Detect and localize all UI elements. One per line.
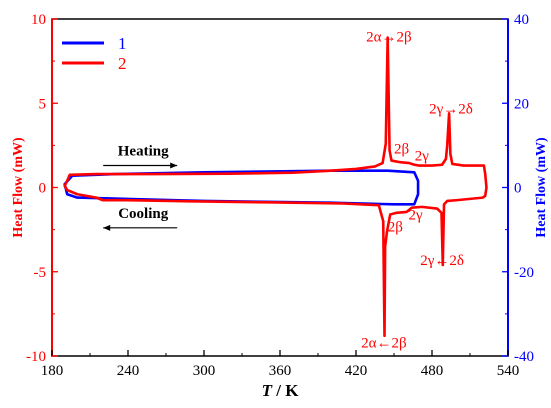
y-left-tick-label: -10 bbox=[26, 349, 46, 365]
peak-annotation: 2γ←2δ bbox=[420, 253, 464, 269]
y-right-tick-label: -20 bbox=[514, 265, 534, 281]
x-tick-label: 240 bbox=[117, 363, 140, 379]
y-left-tick-label: 10 bbox=[31, 12, 46, 28]
heating-label: Heating bbox=[118, 143, 169, 159]
x-tick-label: 540 bbox=[497, 363, 520, 379]
peak-annotation: 2γ bbox=[415, 148, 430, 164]
legend: 12 bbox=[62, 34, 127, 73]
series-2-line bbox=[63, 36, 488, 338]
y-left-tick-label: 0 bbox=[39, 181, 47, 197]
axis-layer: 180 240 300 360 420 480 540 -10 -5 0 5 10 -40 -20 0 20 4… bbox=[11, 12, 549, 400]
cooling-label: Cooling bbox=[118, 206, 169, 222]
y-right-tick-label: 40 bbox=[514, 12, 529, 28]
x-tick-label: 420 bbox=[345, 363, 368, 379]
y-left-tick-label: -5 bbox=[34, 265, 47, 281]
peak-annotation: 2β bbox=[394, 142, 409, 158]
y-left-tick-label: 5 bbox=[39, 96, 47, 112]
y-right-axis-label: Heat Flow (mW) bbox=[534, 137, 549, 238]
series-layer bbox=[63, 36, 488, 338]
y-right-tick-label: 20 bbox=[514, 96, 529, 112]
series-1-line bbox=[63, 169, 420, 206]
plot-area bbox=[52, 19, 508, 356]
annotation-layer: 2α→2β 2γ→2δ 2β 2γ 2β 2γ 2γ←2δ 2α←2β Heating Cooli… bbox=[103, 30, 473, 352]
legend-label-1: 1 bbox=[118, 34, 127, 53]
arrow-left-icon bbox=[103, 224, 111, 231]
arrow-right-icon bbox=[170, 162, 178, 169]
peak-annotation: 2γ→2δ bbox=[429, 101, 473, 117]
x-tick-label: 360 bbox=[269, 363, 292, 379]
y-right-tick-label: 0 bbox=[514, 181, 522, 197]
peak-annotation: 2γ bbox=[408, 207, 423, 223]
x-tick-label: 300 bbox=[193, 363, 216, 379]
y-right-tick-label: -40 bbox=[514, 349, 534, 365]
y-left-axis-label: Heat Flow (mW) bbox=[11, 137, 26, 238]
legend-label-2: 2 bbox=[118, 54, 127, 73]
x-tick-label: 180 bbox=[41, 363, 64, 379]
x-axis-label: T / K bbox=[262, 381, 300, 400]
peak-annotation: 2α→2β bbox=[366, 30, 412, 46]
peak-annotation: 2α←2β bbox=[361, 336, 407, 352]
x-tick-label: 480 bbox=[421, 363, 444, 379]
peak-annotation: 2β bbox=[388, 219, 403, 235]
